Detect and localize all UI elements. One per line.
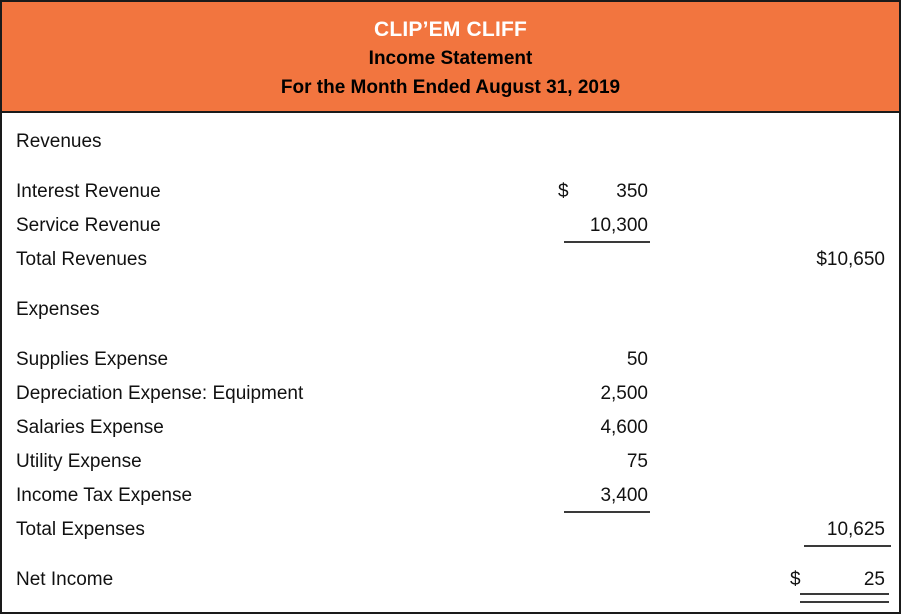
statement-header: CLIP’EM CLIFF Income Statement For the M… [2,2,899,113]
statement-period: For the Month Ended August 31, 2019 [280,77,621,98]
amount-cell: 4,600 [600,417,648,438]
amount-value: 350 [616,181,648,202]
line-item-label: Depreciation Expense: Equipment [16,383,304,404]
currency-symbol: $ [790,569,801,590]
line-item-label: Salaries Expense [16,417,164,438]
amount-cell-underlined: 10,300 [558,215,650,243]
line-item-supplies-expense: Supplies Expense 50 [2,343,899,377]
line-item-label: Interest Revenue [16,181,161,202]
section-heading-expenses: Expenses [2,293,899,327]
statement-body: Revenues Interest Revenue $ 350 Service … [2,113,899,603]
amount-cell: $ 350 [558,181,648,203]
section-spacer [2,327,899,343]
subtotal-label: Total Expenses [16,519,145,540]
section-heading-revenues: Revenues [2,125,899,159]
amount-cell: 2,500 [600,383,648,404]
line-item-depreciation-expense: Depreciation Expense: Equipment 2,500 [2,377,899,411]
section-spacer [2,277,899,293]
amount-cell: 50 [626,349,648,370]
amount-cell: 75 [626,451,648,472]
section-spacer [2,547,899,563]
currency-symbol: $ [558,181,569,202]
section-spacer [2,159,899,175]
statement-title: Income Statement [368,48,533,69]
result-label: Net Income [16,569,114,590]
total-cell-double-underlined: $ 25 [790,569,889,603]
company-name: CLIP’EM CLIFF [373,18,528,41]
amount-cell-underlined: 3,400 [558,485,650,513]
total-cell-underlined: 10,625 [790,519,891,547]
subtotal-total-expenses: Total Expenses 10,625 [2,513,899,547]
line-item-label: Income Tax Expense [16,485,193,506]
line-item-label: Supplies Expense [16,349,169,370]
line-item-label: Service Revenue [16,215,161,236]
line-item-income-tax-expense: Income Tax Expense 3,400 [2,479,899,513]
line-item-salaries-expense: Salaries Expense 4,600 [2,411,899,445]
result-net-income: Net Income $ 25 [2,563,899,603]
section-label: Expenses [16,299,100,320]
total-cell: $10,650 [816,249,885,270]
subtotal-total-revenues: Total Revenues $10,650 [2,243,899,277]
line-item-interest-revenue: Interest Revenue $ 350 [2,175,899,209]
line-item-service-revenue: Service Revenue 10,300 [2,209,899,243]
line-item-utility-expense: Utility Expense 75 [2,445,899,479]
line-item-label: Utility Expense [16,451,142,472]
section-label: Revenues [16,131,102,152]
subtotal-label: Total Revenues [16,249,147,270]
amount-value: 25 [863,569,885,590]
